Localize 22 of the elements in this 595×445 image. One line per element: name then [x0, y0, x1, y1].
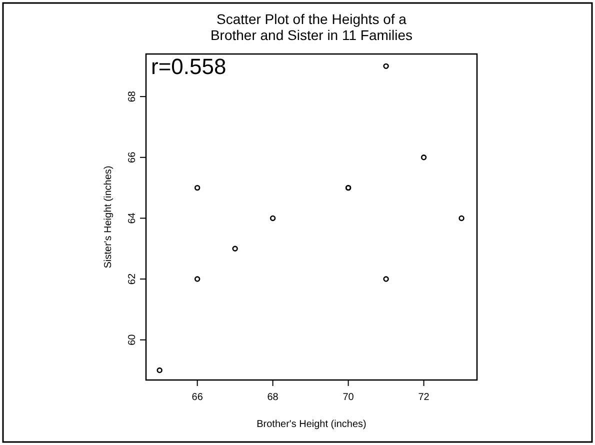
- y-tick-label: 62: [127, 273, 138, 285]
- point: [383, 63, 389, 70]
- point: [156, 367, 162, 374]
- point: [194, 184, 200, 191]
- y-tick-label: 68: [127, 90, 138, 102]
- x-tick-label: 72: [418, 392, 430, 403]
- y-tick-label: 66: [127, 151, 138, 163]
- x-tick-label: 70: [342, 392, 354, 403]
- x-tick-label: 66: [192, 392, 204, 403]
- x-axis-title: Brother's Height (inches): [256, 419, 366, 430]
- y-tick-label: 60: [127, 334, 138, 346]
- point: [383, 276, 389, 282]
- point: [458, 215, 464, 222]
- x-tick-label: 68: [267, 392, 279, 403]
- point: [270, 215, 276, 222]
- chart-title: Scatter Plot of the Heights of a Brother and Sister in 11 Families: [210, 11, 413, 43]
- point: [232, 246, 238, 252]
- point: [194, 276, 200, 282]
- annotation: r=0.558: [151, 54, 226, 79]
- y-tick-label: 64: [127, 212, 138, 224]
- point: [420, 154, 427, 160]
- y-axis-title: Sister's Height (inches): [103, 166, 114, 268]
